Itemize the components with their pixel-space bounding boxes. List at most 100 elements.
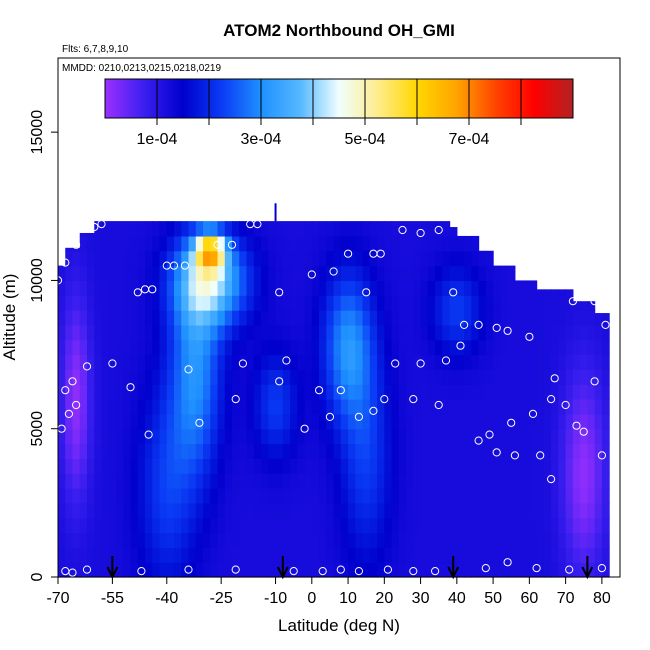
- heatmap-cell: [261, 221, 269, 237]
- heatmap-cell: [594, 502, 603, 519]
- heatmap-cell: [181, 413, 190, 430]
- heatmap-cell: [159, 265, 168, 282]
- heatmap-cell: [79, 399, 88, 415]
- heatmap-cell: [384, 502, 393, 519]
- heatmap-cell: [232, 517, 240, 534]
- heatmap-cell: [304, 488, 313, 504]
- heatmap-cell: [536, 324, 545, 341]
- heatmap-cell: [188, 502, 197, 519]
- heatmap-cell: [145, 339, 153, 356]
- heatmap-cell: [275, 473, 284, 489]
- heatmap-cell: [348, 399, 356, 415]
- heatmap-cell: [391, 265, 400, 282]
- heatmap-cell: [442, 339, 451, 356]
- heatmap-cell: [297, 443, 306, 459]
- heatmap-cell: [311, 354, 320, 370]
- heatmap-cell: [275, 339, 284, 356]
- heatmap-cell: [181, 324, 190, 341]
- heatmap-cell: [398, 250, 407, 267]
- heatmap-cell: [116, 458, 124, 474]
- heatmap-cell: [166, 354, 175, 370]
- heatmap-cell: [406, 458, 414, 474]
- heatmap-cell: [108, 488, 117, 504]
- heatmap-cell: [224, 428, 233, 445]
- heatmap-cell: [449, 339, 458, 356]
- heatmap-cell: [391, 235, 400, 252]
- heatmap-cell: [311, 488, 320, 504]
- heatmap-cell: [507, 324, 516, 341]
- heatmap-cell: [65, 458, 74, 474]
- flight-point: [449, 288, 458, 297]
- heatmap-cell: [79, 532, 88, 548]
- heatmap-cell: [87, 488, 95, 504]
- heatmap-cell: [297, 473, 306, 489]
- x-tick-label: -55: [101, 590, 124, 607]
- heatmap-cell: [362, 310, 371, 326]
- heatmap-cell: [391, 324, 400, 341]
- heatmap-cell: [108, 443, 117, 459]
- heatmap-cell: [253, 339, 262, 356]
- heatmap-cell: [72, 532, 81, 548]
- heatmap-cell: [420, 280, 429, 296]
- flight-point: [434, 225, 443, 235]
- heatmap-cell: [391, 310, 400, 326]
- heatmap-cell: [435, 221, 443, 237]
- heatmap-cell: [507, 265, 516, 282]
- heatmap-cell: [130, 354, 139, 370]
- heatmap-cell: [558, 369, 567, 385]
- heatmap-cell: [159, 532, 168, 548]
- heatmap-cell: [290, 324, 298, 341]
- heatmap-cell: [246, 310, 255, 326]
- flight-point: [362, 288, 371, 297]
- heatmap-cell: [203, 517, 211, 534]
- heatmap-cell: [384, 324, 393, 341]
- heatmap-cell: [217, 443, 226, 459]
- heatmap-cell: [493, 369, 501, 385]
- heatmap-cell: [87, 428, 95, 445]
- heatmap-cell: [398, 547, 407, 563]
- heatmap-cell: [427, 532, 436, 548]
- heatmap-cell: [587, 443, 596, 459]
- heatmap-cell: [558, 339, 567, 356]
- heatmap-cell: [398, 354, 407, 370]
- heatmap-cell: [442, 324, 451, 341]
- heatmap-cell: [565, 458, 574, 474]
- heatmap-cell: [166, 473, 175, 489]
- heatmap-cell: [529, 324, 538, 341]
- heatmap-cell: [391, 339, 400, 356]
- heatmap-cell: [435, 413, 443, 430]
- heatmap-cell: [94, 235, 103, 252]
- heatmap-cell: [304, 428, 313, 445]
- heatmap-cell: [152, 399, 161, 415]
- heatmap-cell: [282, 235, 291, 252]
- heatmap-cell: [58, 295, 66, 311]
- heatmap-cell: [413, 413, 422, 430]
- heatmap-cell: [101, 488, 110, 504]
- heatmap-cell: [203, 295, 211, 311]
- heatmap-cell: [137, 532, 146, 548]
- heatmap-cell: [413, 250, 422, 267]
- heatmap-cell: [507, 428, 516, 445]
- heatmap-cell: [166, 532, 175, 548]
- heatmap-cell: [87, 235, 95, 252]
- heatmap-cell: [565, 547, 574, 563]
- heatmap-cell: [355, 324, 364, 341]
- heatmap-cell: [601, 369, 610, 385]
- heatmap-cell: [246, 458, 255, 474]
- heatmap-cell: [116, 384, 124, 400]
- flight-point: [126, 383, 135, 392]
- heatmap-cell: [152, 221, 161, 237]
- flight-point: [184, 565, 193, 574]
- heatmap-cell: [377, 532, 385, 548]
- heatmap-cell: [420, 384, 429, 400]
- heatmap-cell: [601, 354, 610, 370]
- heatmap-cell: [224, 517, 233, 534]
- heatmap-cell: [362, 399, 371, 415]
- heatmap-cell: [152, 547, 161, 563]
- flight-point: [227, 240, 237, 249]
- heatmap-cell: [87, 310, 95, 326]
- heatmap-cell: [174, 250, 182, 267]
- heatmap-cell: [456, 413, 465, 430]
- heatmap-cell: [536, 428, 545, 445]
- heatmap-cell: [420, 547, 429, 563]
